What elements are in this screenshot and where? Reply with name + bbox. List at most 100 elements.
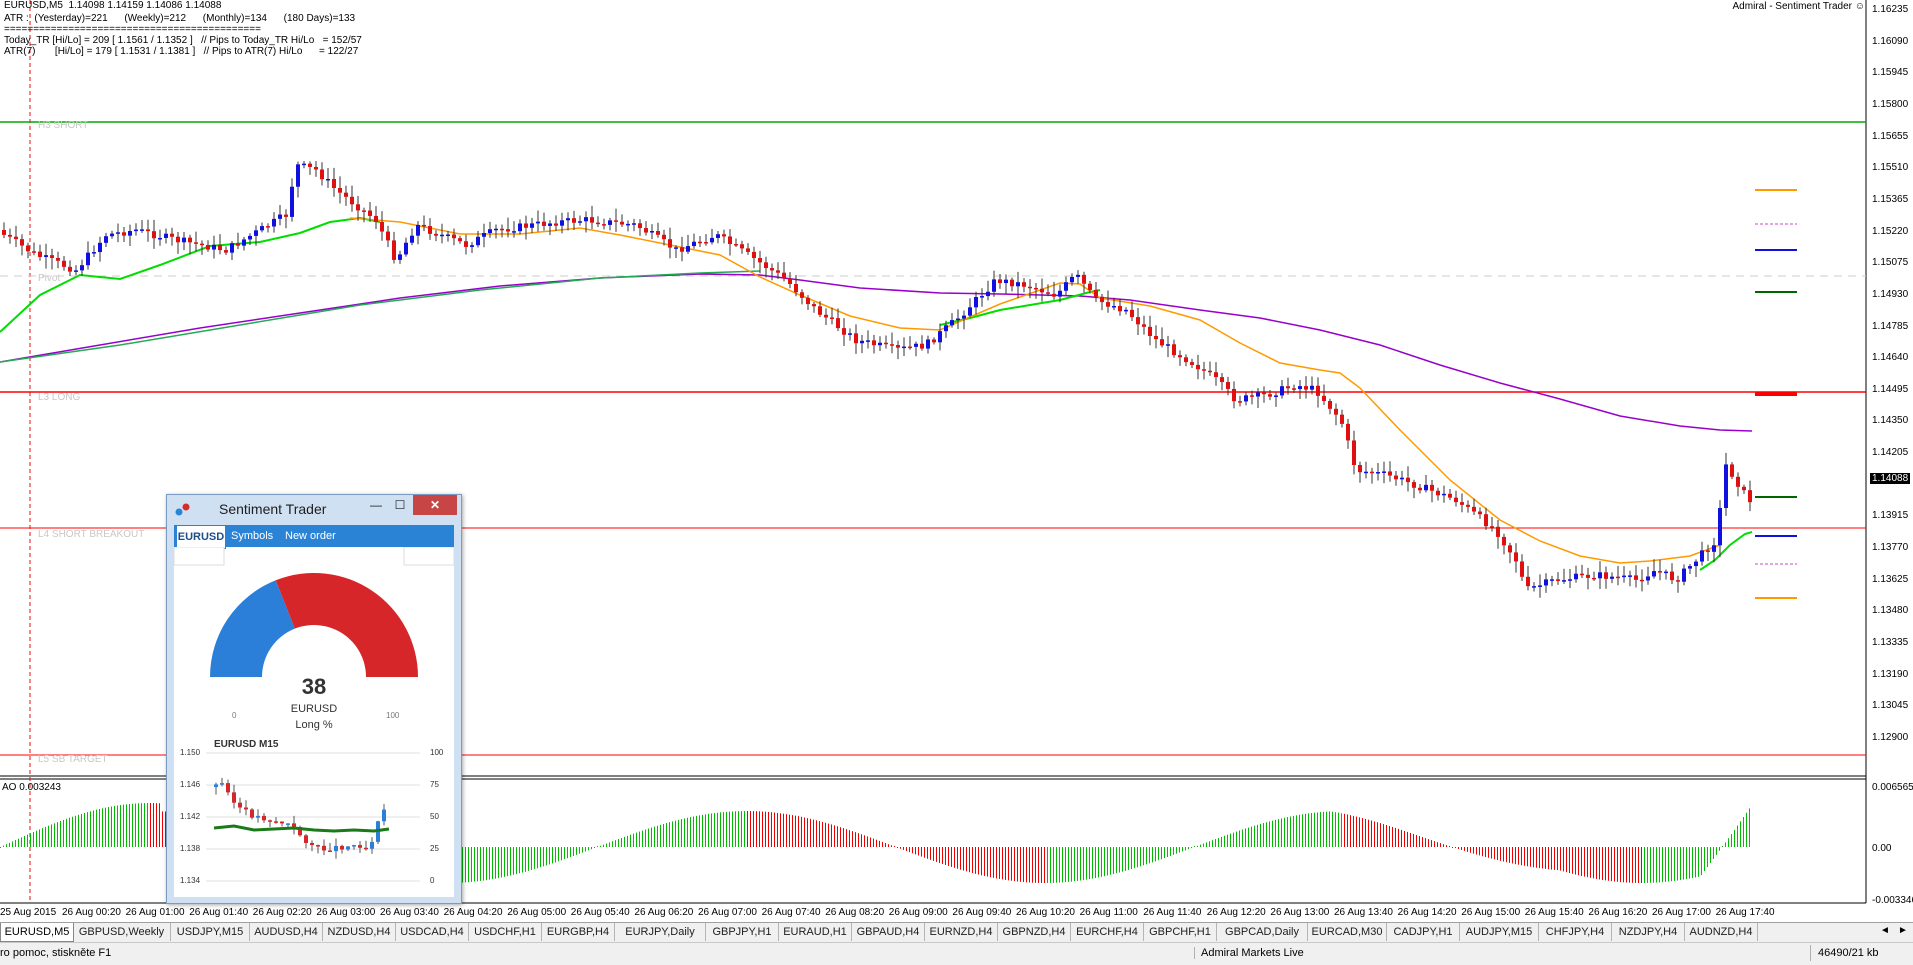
bear-candle [332, 178, 336, 188]
bull-candle [1718, 508, 1722, 546]
bull-candle [440, 234, 444, 237]
ao-bar [1641, 847, 1642, 883]
tab-symbols[interactable]: Symbols [231, 530, 274, 542]
today-range: Today_TR [Hi/Lo] = 209 [ 1.1561 / 1.1352… [4, 35, 362, 46]
chart-tab[interactable]: EURUSD,M5 [0, 923, 74, 942]
ao-bar [951, 847, 952, 867]
chart-tab[interactable]: USDCAD,H4 [396, 923, 469, 941]
status-server: Admiral Markets Live [1194, 947, 1304, 959]
time-tick-label: 26 Aug 05:00 [507, 907, 567, 918]
price-tick-label: 1.15220 [1872, 225, 1909, 237]
tab-eurusd[interactable]: EURUSD [176, 525, 226, 549]
bear-candle [590, 217, 594, 223]
ao-bar [1125, 847, 1126, 871]
atr-summary: ATR : (Yesterday)=221 (Weekly)=212 (Mont… [4, 13, 356, 24]
ao-bar [1080, 847, 1081, 881]
bear-candle [224, 250, 228, 253]
chart-tab[interactable]: GBPUSD,Weekly [73, 923, 171, 941]
ao-bar [1344, 813, 1345, 847]
ao-bar [1173, 847, 1174, 855]
chart-tab[interactable]: EURGBP,H4 [542, 923, 615, 941]
chart-tab[interactable]: GBPCHF,H1 [1144, 923, 1217, 941]
bull-candle [1646, 576, 1650, 581]
chart-tab[interactable]: EURCHF,H4 [1071, 923, 1144, 941]
ao-bar [684, 818, 685, 847]
ao-bar [1719, 847, 1720, 851]
bear-candle [1484, 514, 1488, 527]
chart-tab[interactable]: GBPNZD,H4 [998, 923, 1071, 941]
chart-tab-bar: EURUSD,M5 GBPUSD,Weekly USDJPY,M15 AUDUSD,H… [0, 922, 1913, 942]
ao-bar [630, 834, 631, 847]
bear-candle [1580, 573, 1584, 576]
chart-tab[interactable]: USDCHF,H1 [469, 923, 542, 941]
ao-bar [726, 811, 727, 847]
bull-candle [494, 228, 498, 231]
sentiment-trader-window[interactable]: Sentiment Trader — ☐ ✕ EURUSD Symbols Ne… [166, 494, 462, 904]
ao-bar [1008, 847, 1009, 881]
bear-candle [740, 244, 744, 249]
ao-bar [1497, 847, 1498, 861]
close-button[interactable]: ✕ [413, 495, 457, 515]
ao-bar [1356, 816, 1357, 847]
chart-tab[interactable]: USDJPY,M15 [171, 923, 250, 941]
window-titlebar[interactable]: Sentiment Trader — ☐ ✕ [167, 495, 461, 525]
ao-bar [1587, 847, 1588, 878]
chart-tab[interactable]: AUDNZD,H4 [1685, 923, 1758, 941]
chart-tab[interactable]: EURJPY,Daily [615, 923, 706, 941]
ao-bar [477, 847, 478, 882]
ao-bar [918, 847, 919, 856]
chart-tab[interactable]: CHFJPY,H4 [1539, 923, 1612, 941]
ao-bar [606, 843, 607, 847]
ao-bar [1119, 847, 1120, 873]
ao-bar [558, 847, 559, 862]
chart-tab[interactable]: GBPJPY,H1 [706, 923, 779, 941]
ao-bar [492, 847, 493, 880]
chart-tab[interactable]: GBPCAD,Daily [1217, 923, 1308, 941]
ao-bar [1005, 847, 1006, 880]
chart-tab[interactable]: AUDUSD,H4 [250, 923, 323, 941]
ao-bar [1245, 828, 1246, 847]
ao-bar [1377, 822, 1378, 847]
bear-candle [1250, 395, 1254, 397]
ao-bar [633, 833, 634, 847]
mini-bull-candle [352, 845, 356, 847]
bull-candle [398, 254, 402, 260]
bull-candle [242, 239, 246, 246]
ao-bar [1494, 847, 1495, 860]
ao-bar [1716, 847, 1717, 855]
bull-candle [878, 342, 882, 346]
bull-candle [476, 236, 480, 246]
bear-candle [1160, 339, 1164, 346]
tab-scroll-left-icon[interactable]: ◄ [1880, 925, 1890, 936]
chart-tab[interactable]: EURCAD,M30 [1308, 923, 1387, 941]
maximize-button[interactable]: ☐ [394, 498, 406, 512]
ao-bar [114, 805, 115, 847]
ao-bar [1338, 812, 1339, 847]
bull-candle [962, 315, 966, 319]
mini-bull-candle [382, 809, 386, 822]
ao-bar [870, 837, 871, 847]
ao-bar [1572, 847, 1573, 874]
ao-bar [1362, 818, 1363, 847]
tab-scroll-right-icon[interactable]: ► [1898, 925, 1908, 936]
ao-bar [1107, 847, 1108, 876]
tab-new-order[interactable]: New order [285, 530, 336, 542]
chart-tab[interactable]: AUDJPY,M15 [1460, 923, 1539, 941]
bear-candle [1136, 317, 1140, 325]
chart-tab[interactable]: NZDJPY,H4 [1612, 923, 1685, 941]
ao-bar [1521, 847, 1522, 866]
bear-candle [188, 237, 192, 243]
chart-tab[interactable]: GBPAUD,H4 [852, 923, 925, 941]
ao-bar [1203, 843, 1204, 847]
minimize-button[interactable]: — [370, 498, 382, 512]
mini-price-tick: 1.150 [180, 748, 201, 757]
chart-tab[interactable]: EURAUD,H1 [779, 923, 852, 941]
chart-tab[interactable]: CADJPY,H1 [1387, 923, 1460, 941]
ao-bar [1440, 843, 1441, 847]
chart-tab[interactable]: EURNZD,H4 [925, 923, 998, 941]
ao-bar [1149, 847, 1150, 864]
ao-bar [471, 847, 472, 882]
chart-tab[interactable]: NZDUSD,H4 [323, 923, 396, 941]
bear-candle [680, 247, 684, 252]
bear-candle [554, 223, 558, 226]
